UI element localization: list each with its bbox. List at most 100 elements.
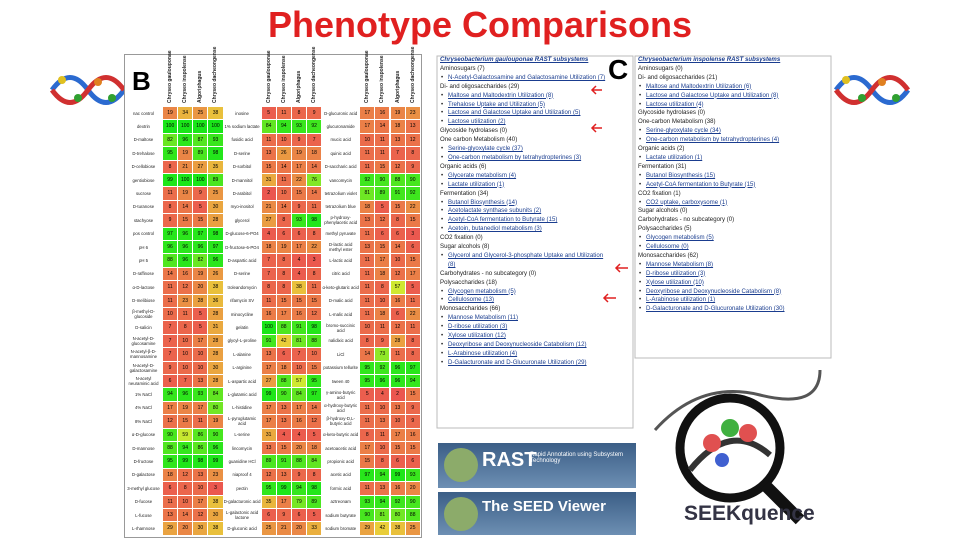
value-cell: 11 bbox=[360, 147, 376, 161]
value-cell: 22 bbox=[307, 241, 323, 255]
value-cell: 82 bbox=[163, 133, 179, 148]
value-cell: 100 bbox=[163, 120, 179, 134]
value-cell: 42 bbox=[276, 334, 292, 349]
value-cell: 99 bbox=[261, 388, 277, 402]
value-cell: 7 bbox=[163, 348, 179, 362]
value-cell: 96 bbox=[390, 375, 406, 389]
value-cell: 11 bbox=[261, 133, 277, 148]
value-cell: 10 bbox=[178, 495, 194, 509]
column-header: Chryseo inspolense bbox=[182, 55, 189, 103]
row-label: pH 5 bbox=[125, 254, 163, 268]
value-cell: 94 bbox=[163, 388, 179, 402]
row-label: L-fucose bbox=[125, 509, 163, 523]
list-item: Deoxyribose and Deoxynucleoside Cataboli… bbox=[440, 341, 608, 350]
value-cell: 12 bbox=[307, 308, 323, 322]
value-cell: 10 bbox=[163, 308, 179, 322]
value-cell: 11 bbox=[276, 174, 292, 188]
row-label: D-cellobiose bbox=[125, 160, 163, 174]
value-cell: 35 bbox=[261, 495, 277, 509]
value-cell: 76 bbox=[307, 174, 323, 188]
value-cell: 90 bbox=[208, 428, 224, 442]
value-cell: 98 bbox=[193, 455, 209, 469]
list-item: Acetolactate synthase subunits (2) bbox=[440, 207, 608, 216]
value-cell: 11 bbox=[163, 281, 179, 295]
value-cell: 59 bbox=[178, 428, 194, 442]
value-cell: 10 bbox=[276, 187, 292, 201]
value-cell: 8 bbox=[276, 267, 292, 282]
rast-banner[interactable]: RAST Rapid Annotation using Subsystem Te… bbox=[438, 443, 636, 488]
row-label: N-acetyl-D-galactosamine bbox=[125, 361, 163, 375]
value-cell: 25 bbox=[208, 187, 224, 201]
value-cell: 25 bbox=[261, 522, 277, 536]
list-category: Organic acids (2) bbox=[638, 145, 685, 153]
list-item: CO2 uptake, carboxysome (1) bbox=[638, 199, 828, 208]
value-cell: 97 bbox=[163, 227, 179, 241]
value-cell: 96 bbox=[193, 241, 209, 255]
value-cell: 13 bbox=[375, 482, 391, 496]
value-cell: 95 bbox=[163, 455, 179, 469]
value-cell: 18 bbox=[307, 147, 323, 161]
value-cell: 10 bbox=[375, 294, 391, 308]
row-label: D-trehalose bbox=[125, 147, 163, 161]
list-category: Polysaccharides (5) bbox=[638, 225, 692, 233]
list-category: Di- and oligosaccharides (29) bbox=[440, 82, 520, 90]
value-cell: 15 bbox=[375, 241, 391, 255]
value-cell: 11 bbox=[360, 227, 376, 241]
value-cell: 96 bbox=[390, 361, 406, 375]
value-cell: 86 bbox=[193, 442, 209, 456]
value-cell: 22 bbox=[405, 308, 421, 322]
value-cell: 7 bbox=[291, 348, 308, 362]
panel-border bbox=[634, 55, 832, 359]
value-cell: 4 bbox=[375, 388, 391, 402]
value-cell: 33 bbox=[307, 522, 323, 536]
value-cell: 91 bbox=[291, 321, 308, 335]
value-cell: 11 bbox=[375, 147, 391, 161]
value-cell: 16 bbox=[390, 482, 406, 496]
value-cell: 10 bbox=[307, 348, 323, 362]
row-label: sucrose bbox=[125, 187, 163, 201]
seed-banner[interactable]: The SEED Viewer bbox=[438, 492, 636, 535]
value-cell: 38 bbox=[208, 522, 224, 536]
row-label: nalidixic acid bbox=[322, 334, 361, 349]
value-cell: 14 bbox=[307, 401, 323, 416]
list-category: Organic acids (6) bbox=[440, 162, 487, 170]
row-label: mucic acid bbox=[322, 133, 361, 148]
row-label: 4% NaCl bbox=[125, 401, 163, 416]
value-cell: 96 bbox=[178, 254, 194, 268]
value-cell: 99 bbox=[208, 455, 224, 469]
value-cell: 15 bbox=[178, 214, 194, 228]
value-cell: 89 bbox=[193, 147, 209, 161]
value-cell: 15 bbox=[375, 160, 391, 174]
row-label: fusidic acid bbox=[223, 133, 262, 148]
value-cell: 99 bbox=[163, 174, 179, 188]
value-cell: 11 bbox=[178, 308, 194, 322]
value-cell: 17 bbox=[276, 308, 292, 322]
value-cell: 98 bbox=[307, 321, 323, 335]
value-cell: 17 bbox=[276, 495, 292, 509]
row-label: glycyl-L-proline bbox=[223, 334, 262, 349]
row-label: tween 40 bbox=[322, 375, 361, 389]
value-cell: 9 bbox=[291, 133, 308, 148]
value-cell: 82 bbox=[193, 254, 209, 268]
value-cell: 21 bbox=[261, 200, 277, 215]
list-item: Glycerol and Glycerol-3-phosphate Uptake… bbox=[440, 252, 608, 270]
list-item: Cellulosome (13) bbox=[440, 296, 608, 305]
list-category: Carbohydrates - no subcategory (0) bbox=[440, 269, 537, 277]
value-cell: 13 bbox=[375, 415, 391, 429]
list-item: D-ribose utilization (3) bbox=[440, 323, 608, 332]
value-cell: 4 bbox=[261, 227, 277, 241]
list-title: Chryseobacterium gaulouponae RAST subsys… bbox=[440, 56, 589, 63]
list-category: Monosaccharides (66) bbox=[440, 305, 501, 313]
value-cell: 38 bbox=[291, 281, 308, 295]
row-label: D-mannitol bbox=[223, 174, 262, 188]
list-item: Trehalose Uptake and Utilization (5) bbox=[440, 101, 608, 110]
value-cell: 28 bbox=[208, 348, 224, 362]
value-cell: 19 bbox=[291, 147, 308, 161]
value-cell: 16 bbox=[375, 107, 391, 121]
list-item: Lactose utilization (2) bbox=[440, 118, 608, 127]
row-label: L-malic acid bbox=[322, 308, 361, 322]
list-item: Xylose utilization (12) bbox=[440, 332, 608, 341]
row-label: nac control bbox=[125, 107, 163, 121]
value-cell: 10 bbox=[291, 361, 308, 375]
